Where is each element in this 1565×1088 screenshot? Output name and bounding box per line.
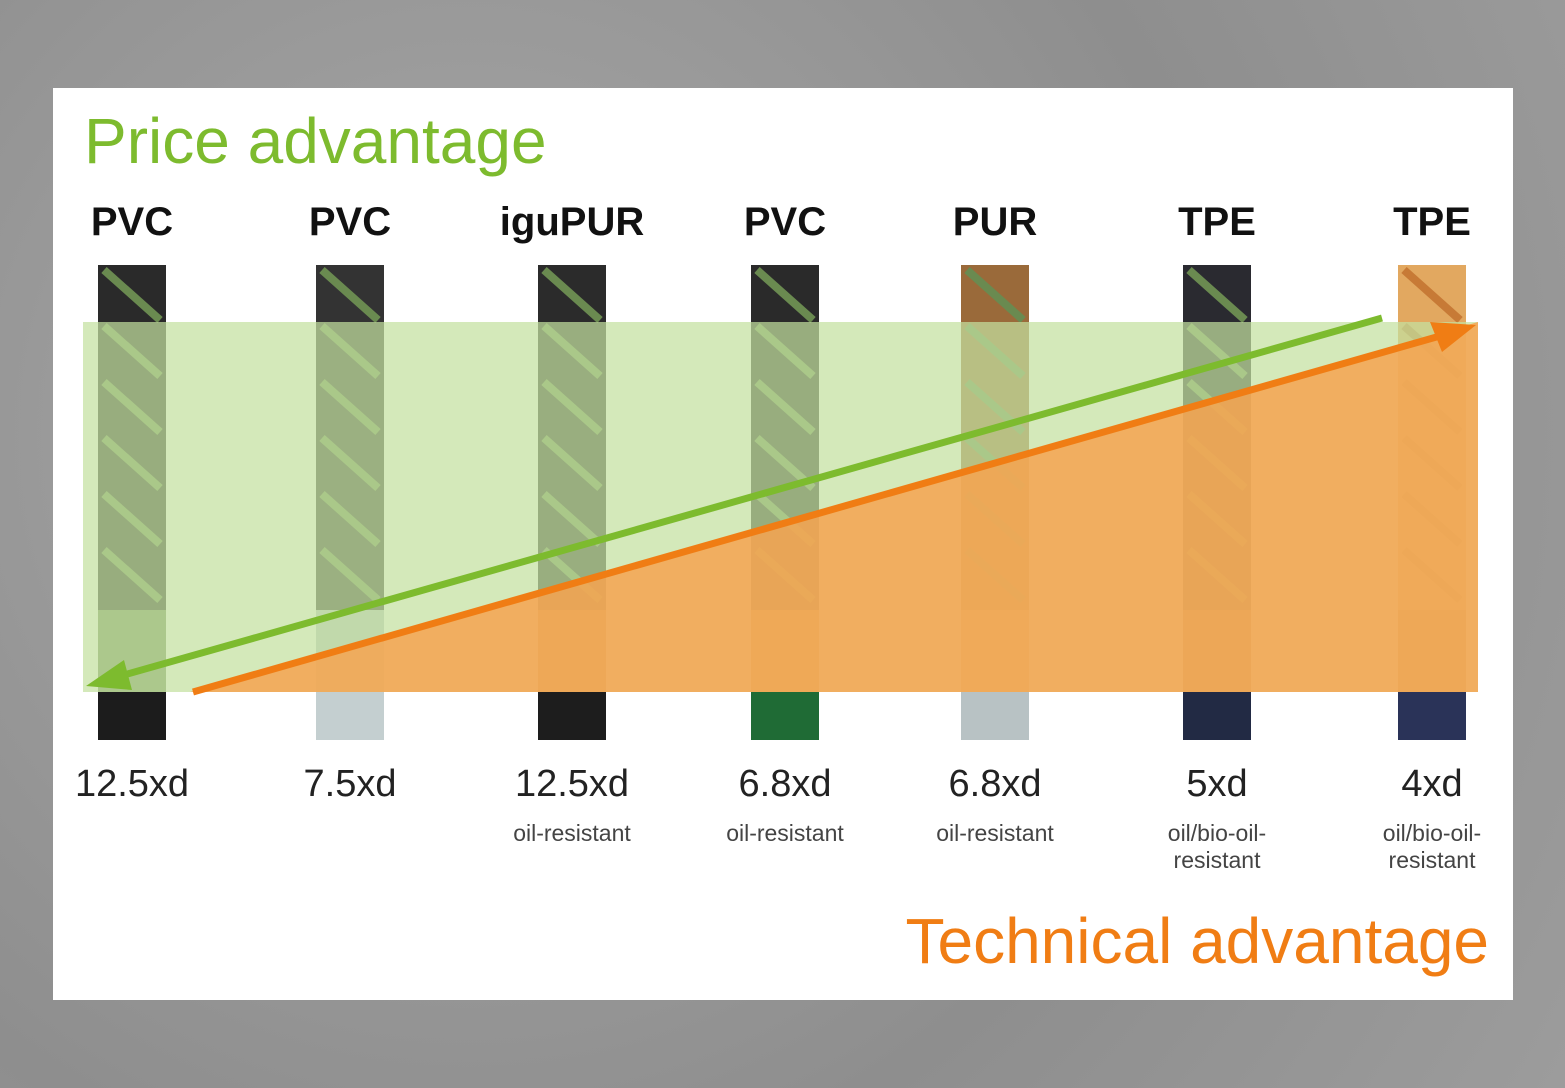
resistance-note: oil/bio-oil-resistant [1382, 820, 1482, 873]
bend-radius-label: 12.5xd [74, 763, 190, 805]
cable-material-label: TPE [1393, 200, 1471, 244]
cable-end [1398, 692, 1466, 740]
bend-radius-label: 7.5xd [303, 763, 397, 805]
resistance-note: oil-resistant [726, 820, 844, 846]
cable-material-label: TPE [1178, 200, 1256, 244]
resistance-note: oil-resistant [513, 820, 631, 846]
cable-material-label: PVC [90, 200, 174, 244]
cable-end [98, 692, 166, 740]
cable-end [1183, 692, 1251, 740]
bend-radius-label: 5xd [1186, 763, 1248, 805]
cable-material-label: PVC [308, 200, 392, 244]
cable-end [961, 692, 1029, 740]
price-advantage-title: Price advantage [84, 105, 547, 177]
resistance-note: oil-resistant [936, 820, 1054, 846]
bend-radius-label: 4xd [1401, 763, 1463, 805]
cable-end [316, 692, 384, 740]
bend-radius-label: 6.8xd [948, 763, 1042, 805]
resistance-note: oil/bio-oil-resistant [1167, 820, 1267, 873]
cable-material-label: iguPUR [499, 200, 645, 244]
cable-material-label: PUR [952, 200, 1038, 244]
technical-advantage-title: Technical advantage [905, 905, 1489, 977]
cable-end [751, 692, 819, 740]
cable-end [538, 692, 606, 740]
cable-material-label: PVC [743, 200, 827, 244]
bend-radius-label: 6.8xd [738, 763, 832, 805]
price-arrow [86, 314, 1383, 690]
technical-arrow [192, 322, 1476, 696]
bend-radius-label: 12.5xd [514, 763, 630, 805]
